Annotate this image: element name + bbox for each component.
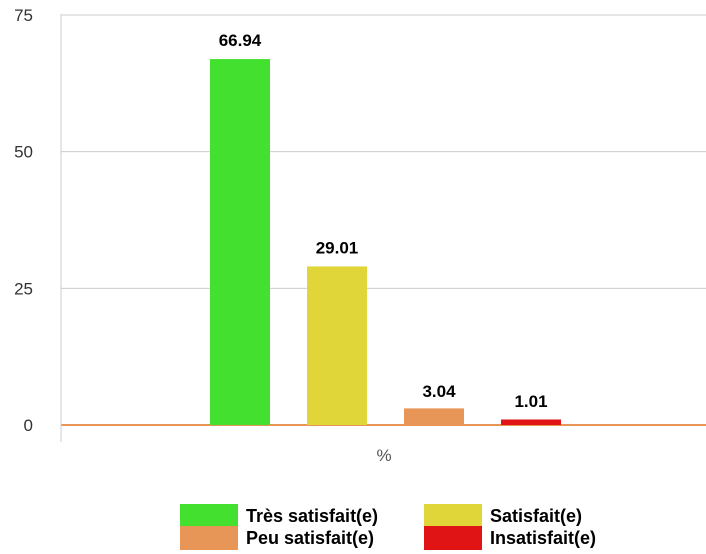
data-label-3: 1.01 (514, 392, 547, 411)
bar-2 (404, 408, 464, 425)
y-axis-ticks: 0 25 50 75 (14, 6, 33, 435)
bar-1 (307, 266, 367, 425)
data-label-1: 29.01 (316, 238, 359, 257)
y-tick-label: 0 (24, 416, 33, 435)
y-tick-label: 75 (14, 6, 33, 25)
bar-0 (210, 59, 270, 425)
data-label-0: 66.94 (219, 31, 262, 50)
y-tick-label: 50 (14, 143, 33, 162)
x-category-label: % (376, 446, 391, 465)
bars (210, 59, 561, 425)
data-label-2: 3.04 (422, 382, 456, 401)
y-tick-label: 25 (14, 279, 33, 298)
gridlines (61, 15, 706, 425)
bar-3 (501, 419, 561, 425)
